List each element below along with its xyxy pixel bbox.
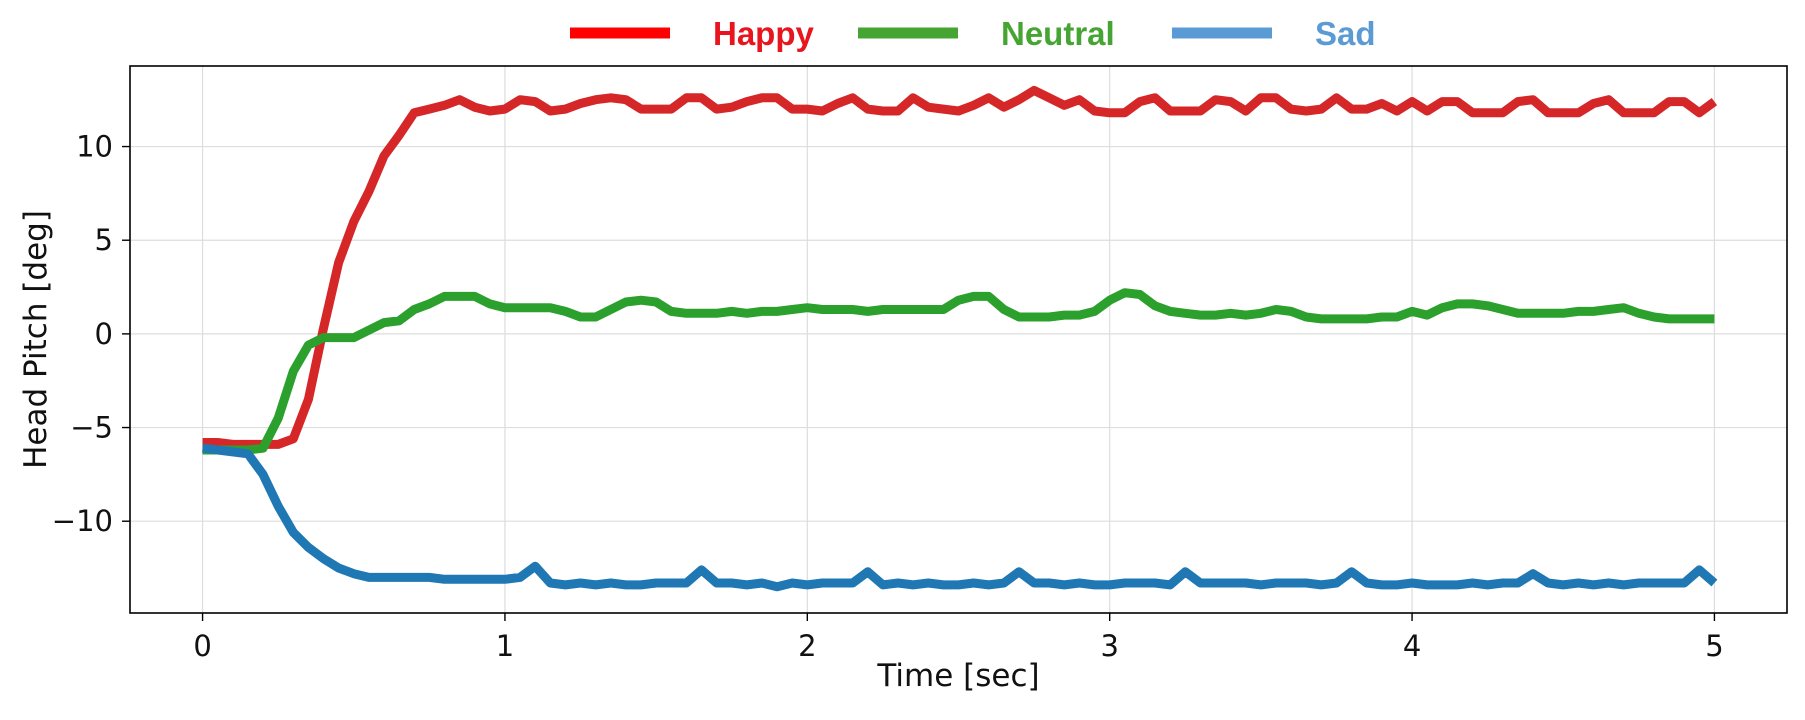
y-tick-label: 5 bbox=[95, 223, 113, 257]
x-tick-label: 1 bbox=[496, 629, 514, 663]
legend-label-sad: Sad bbox=[1315, 15, 1376, 52]
y-tick-label: −10 bbox=[52, 504, 113, 538]
legend-label-neutral: Neutral bbox=[1001, 15, 1115, 52]
grid-layer bbox=[130, 66, 1787, 613]
series-layer bbox=[202, 85, 1718, 592]
tick-layer: 0 1 2 3 4 5 −10 −5 0 5 10 bbox=[52, 130, 1724, 663]
plot-frame bbox=[129, 65, 1788, 614]
legend: Happy Neutral Sad bbox=[570, 15, 1376, 52]
x-tick-label: 4 bbox=[1403, 629, 1421, 663]
y-tick-label: −5 bbox=[70, 411, 113, 445]
x-axis-label: Time [sec] bbox=[876, 658, 1039, 694]
legend-label-happy: Happy bbox=[713, 15, 815, 52]
series-line-neutral bbox=[202, 288, 1715, 455]
x-tick-label: 5 bbox=[1705, 629, 1723, 663]
x-tick-label: 3 bbox=[1100, 629, 1118, 663]
x-tick-label: 0 bbox=[193, 629, 211, 663]
series-line-happy bbox=[202, 85, 1718, 449]
x-tick-label: 2 bbox=[798, 629, 816, 663]
series-line-sad bbox=[202, 443, 1718, 592]
y-axis-label: Head Pitch [deg] bbox=[18, 210, 54, 469]
y-tick-label: 10 bbox=[76, 130, 113, 164]
y-tick-label: 0 bbox=[95, 317, 113, 351]
